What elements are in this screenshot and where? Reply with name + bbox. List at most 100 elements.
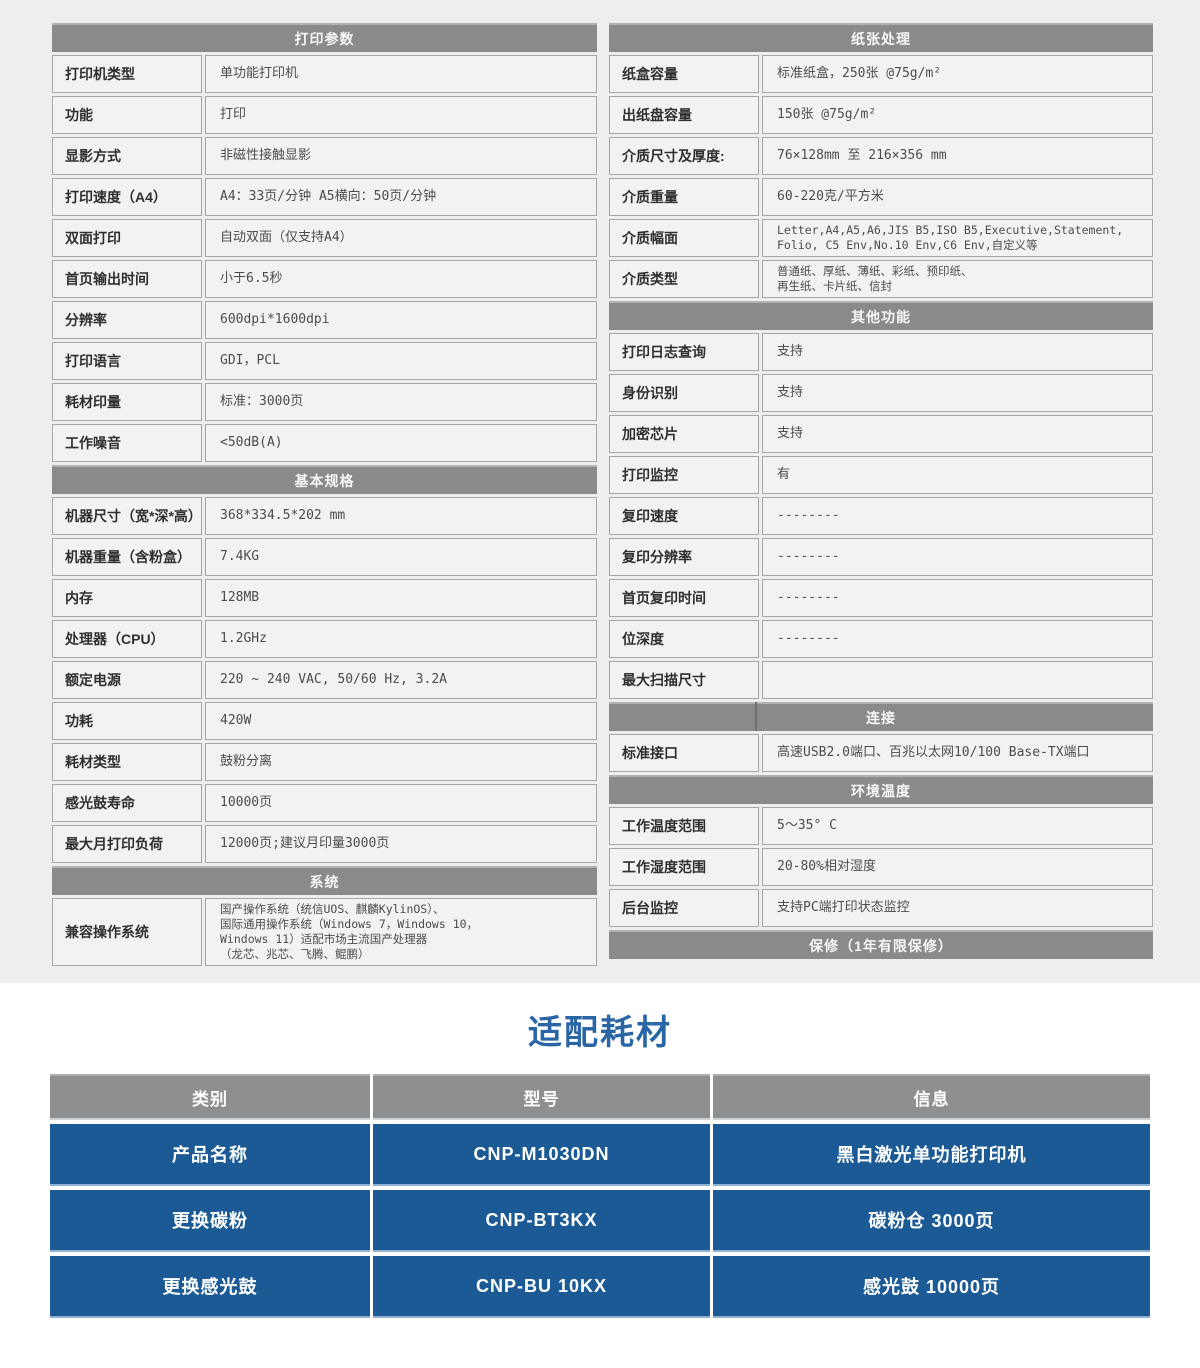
spec-value: 普通纸、厚纸、薄纸、彩纸、预印纸、 再生纸、卡片纸、信封 xyxy=(762,260,1153,298)
consumables-cell: 感光鼓 10000页 xyxy=(713,1256,1150,1318)
spec-value: 10000页 xyxy=(205,784,597,822)
section-header: 打印参数 xyxy=(52,23,597,52)
spec-row: 出纸盘容量 150张 @75g/m² xyxy=(609,96,1153,134)
spec-value: 高速USB2.0端口、百兆以太网10/100 Base-TX端口 xyxy=(762,734,1153,772)
spec-value: 标准纸盒，250张 @75g/m² xyxy=(762,55,1153,93)
spec-label: 机器尺寸（宽*深*高） xyxy=(52,497,202,535)
spec-label: 最大月打印负荷 xyxy=(52,825,202,863)
spec-row: 打印机类型 单功能打印机 xyxy=(52,55,597,93)
bottom-spacer xyxy=(0,1318,1200,1368)
spec-row: 介质幅面 Letter,A4,A5,A6,JIS B5,ISO B5,Execut… xyxy=(609,219,1153,257)
spec-label: 最大扫描尺寸 xyxy=(609,661,759,699)
spec-value: 支持 xyxy=(762,333,1153,371)
consumables-cell: CNP-BU 10KX xyxy=(373,1256,710,1318)
spec-table-right: 纸张处理纸盒容量 标准纸盒，250张 @75g/m² 出纸盘容量 150张 @75g/… xyxy=(609,23,1153,969)
spec-row: 复印分辨率 -------- xyxy=(609,538,1153,576)
spec-row: 首页复印时间 -------- xyxy=(609,579,1153,617)
spec-row: 最大月打印负荷 12000页;建议月印量3000页 xyxy=(52,825,597,863)
spec-row: 位深度 -------- xyxy=(609,620,1153,658)
spec-value: 220 ~ 240 VAC, 50/60 Hz, 3.2A xyxy=(205,661,597,699)
spec-label: 打印机类型 xyxy=(52,55,202,93)
spec-row: 加密芯片 支持 xyxy=(609,415,1153,453)
consumables-cell: 更换碳粉 xyxy=(50,1190,370,1252)
spec-value: 12000页;建议月印量3000页 xyxy=(205,825,597,863)
spec-value: 420W xyxy=(205,702,597,740)
spec-value: <50dB(A) xyxy=(205,424,597,462)
spec-value: -------- xyxy=(762,497,1153,535)
spec-value: 368*334.5*202 mm xyxy=(205,497,597,535)
spec-row: 打印日志查询 支持 xyxy=(609,333,1153,371)
consumables-cell: CNP-M1030DN xyxy=(373,1124,710,1186)
consumables-col-header: 类别 xyxy=(50,1074,370,1120)
section-header: 纸张处理 xyxy=(609,23,1153,52)
spec-label: 耗材印量 xyxy=(52,383,202,421)
spec-row: 工作噪音 <50dB(A) xyxy=(52,424,597,462)
spec-label: 介质尺寸及厚度: xyxy=(609,137,759,175)
spec-value: 20-80%相对湿度 xyxy=(762,848,1153,886)
spec-row: 打印语言 GDI，PCL xyxy=(52,342,597,380)
spec-label: 耗材类型 xyxy=(52,743,202,781)
spec-value: GDI，PCL xyxy=(205,342,597,380)
spec-row: 耗材类型 鼓粉分离 xyxy=(52,743,597,781)
spec-label: 额定电源 xyxy=(52,661,202,699)
spec-row: 功能 打印 xyxy=(52,96,597,134)
spec-row: 双面打印 自动双面（仅支持A4） xyxy=(52,219,597,257)
spec-value: 支持PC端打印状态监控 xyxy=(762,889,1153,927)
spec-row: 工作湿度范围 20-80%相对湿度 xyxy=(609,848,1153,886)
section-header: 保修（1年有限保修） xyxy=(609,930,1153,959)
section-header: 基本规格 xyxy=(52,465,597,494)
spec-label: 标准接口 xyxy=(609,734,759,772)
section-header: 系统 xyxy=(52,866,597,895)
spec-label: 打印语言 xyxy=(52,342,202,380)
spec-label: 打印日志查询 xyxy=(609,333,759,371)
spec-label: 加密芯片 xyxy=(609,415,759,453)
spec-value: 国产操作系统（统信UOS、麒麟KylinOS）、 国际通用操作系统（Window… xyxy=(205,898,597,966)
spec-row: 介质尺寸及厚度: 76×128mm 至 216×356 mm xyxy=(609,137,1153,175)
consumables-cell: 黑白激光单功能打印机 xyxy=(713,1124,1150,1186)
spec-row: 分辨率 600dpi*1600dpi xyxy=(52,301,597,339)
consumables-cell: CNP-BT3KX xyxy=(373,1190,710,1252)
spec-label: 机器重量（含粉盒） xyxy=(52,538,202,576)
spec-row: 工作温度范围 5～35° C xyxy=(609,807,1153,845)
consumables-col-header: 型号 xyxy=(373,1074,710,1120)
section-header: 环境温度 xyxy=(609,775,1153,804)
spec-label: 位深度 xyxy=(609,620,759,658)
spec-row: 耗材印量 标准：3000页 xyxy=(52,383,597,421)
spec-value: 小于6.5秒 xyxy=(205,260,597,298)
spec-label: 感光鼓寿命 xyxy=(52,784,202,822)
spec-row: 功耗 420W xyxy=(52,702,597,740)
spec-label: 首页复印时间 xyxy=(609,579,759,617)
spec-label: 工作噪音 xyxy=(52,424,202,462)
spec-label: 功耗 xyxy=(52,702,202,740)
spec-label: 纸盒容量 xyxy=(609,55,759,93)
spec-row: 显影方式 非磁性接触显影 xyxy=(52,137,597,175)
spec-value: 标准：3000页 xyxy=(205,383,597,421)
spec-row: 标准接口 高速USB2.0端口、百兆以太网10/100 Base-TX端口 xyxy=(609,734,1153,772)
spec-label: 介质类型 xyxy=(609,260,759,298)
spec-value: 有 xyxy=(762,456,1153,494)
spec-label: 复印速度 xyxy=(609,497,759,535)
spec-value xyxy=(762,661,1153,699)
spec-value: A4：33页/分钟 A5横向：50页/分钟 xyxy=(205,178,597,216)
spec-row: 最大扫描尺寸 xyxy=(609,661,1153,699)
spec-row: 首页输出时间 小于6.5秒 xyxy=(52,260,597,298)
spec-value: 支持 xyxy=(762,374,1153,412)
spec-row: 后台监控 支持PC端打印状态监控 xyxy=(609,889,1153,927)
spec-label: 打印速度（A4） xyxy=(52,178,202,216)
spec-row: 复印速度 -------- xyxy=(609,497,1153,535)
spec-label: 后台监控 xyxy=(609,889,759,927)
spec-value: -------- xyxy=(762,579,1153,617)
spec-value: 7.4KG xyxy=(205,538,597,576)
spec-label: 复印分辨率 xyxy=(609,538,759,576)
spec-label: 身份识别 xyxy=(609,374,759,412)
spec-row: 兼容操作系统 国产操作系统（统信UOS、麒麟KylinOS）、 国际通用操作系统（… xyxy=(52,898,597,966)
consumables-title: 适配耗材 xyxy=(528,1014,672,1052)
spec-row: 感光鼓寿命 10000页 xyxy=(52,784,597,822)
spec-row: 介质重量 60-220克/平方米 xyxy=(609,178,1153,216)
spec-label: 显影方式 xyxy=(52,137,202,175)
spec-label: 介质幅面 xyxy=(609,219,759,257)
spec-label: 双面打印 xyxy=(52,219,202,257)
spec-row: 打印速度（A4） A4：33页/分钟 A5横向：50页/分钟 xyxy=(52,178,597,216)
spec-row: 处理器（CPU） 1.2GHz xyxy=(52,620,597,658)
spec-value: 150张 @75g/m² xyxy=(762,96,1153,134)
